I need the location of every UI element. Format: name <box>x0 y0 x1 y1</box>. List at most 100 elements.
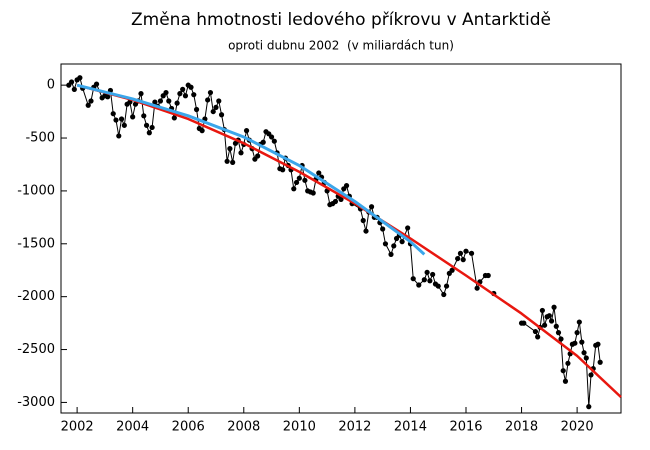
data-point <box>296 175 302 181</box>
data-point <box>230 159 236 165</box>
data-point <box>218 112 225 118</box>
data-point <box>332 198 339 205</box>
data-point <box>255 153 261 159</box>
data-point <box>302 177 308 183</box>
data-point <box>316 170 322 176</box>
x-tick-label: 2014 <box>394 420 427 435</box>
data-point <box>93 81 100 87</box>
y-tick-label: -3000 <box>17 395 55 410</box>
data-point <box>380 226 386 232</box>
data-point <box>174 100 180 106</box>
x-tick-label: 2018 <box>505 420 538 435</box>
series-line <box>76 83 622 399</box>
data-point <box>382 241 389 247</box>
y-tick-label: -2000 <box>17 289 55 304</box>
data-point <box>435 283 441 289</box>
x-tick-label: 2004 <box>116 420 149 435</box>
data-point <box>410 276 416 282</box>
data-point <box>391 243 397 249</box>
data-point <box>163 89 169 96</box>
x-tick-label: 2012 <box>338 420 371 435</box>
data-point <box>152 99 158 105</box>
data-point <box>363 228 369 234</box>
data-point <box>565 360 571 366</box>
data-point <box>421 277 427 283</box>
y-tick-label: -1500 <box>17 236 55 251</box>
data-point <box>105 94 111 100</box>
series-line <box>68 77 489 296</box>
data-point <box>555 330 562 336</box>
data-point <box>427 278 433 284</box>
data-point <box>268 134 275 140</box>
plot-frame <box>60 63 622 414</box>
x-tick-label: 2010 <box>283 420 316 435</box>
data-point <box>205 97 211 103</box>
data-point <box>243 128 250 134</box>
data-point <box>207 89 214 96</box>
data-point <box>182 93 189 99</box>
x-tick-label: 2020 <box>561 420 594 435</box>
data-point <box>579 339 585 345</box>
data-point <box>260 139 266 145</box>
data-point <box>280 167 286 173</box>
y-tick-label: -500 <box>25 131 55 146</box>
data-point <box>143 122 150 128</box>
data-point <box>583 355 589 361</box>
data-point <box>368 204 375 210</box>
data-point <box>463 248 469 254</box>
data-point <box>116 133 122 139</box>
data-point <box>166 98 172 104</box>
data-point <box>430 271 436 278</box>
x-tick-label: 2008 <box>227 420 260 435</box>
data-point <box>586 404 592 410</box>
data-point <box>216 98 222 104</box>
data-point <box>388 251 394 257</box>
data-point <box>146 130 152 136</box>
data-point <box>548 318 555 324</box>
data-point <box>532 328 539 335</box>
data-point <box>338 196 344 202</box>
data-point <box>121 122 127 128</box>
data-point <box>188 84 194 90</box>
data-point <box>542 322 548 328</box>
data-point <box>485 272 491 279</box>
data-point <box>553 323 559 329</box>
data-point <box>85 102 91 108</box>
data-point <box>443 283 450 289</box>
data-point <box>238 150 244 156</box>
data-point <box>460 257 466 263</box>
data-point <box>405 225 411 231</box>
y-tick-label: -2500 <box>17 342 55 357</box>
data-point <box>77 75 83 81</box>
data-point <box>68 79 75 85</box>
data-point <box>551 304 557 310</box>
data-point <box>535 334 541 340</box>
data-point <box>141 113 147 119</box>
data-point <box>224 158 230 164</box>
data-point <box>449 267 455 273</box>
data-point <box>210 108 216 115</box>
data-point <box>199 128 205 134</box>
data-point <box>558 336 564 342</box>
x-tick-label: 2016 <box>449 420 482 435</box>
data-point <box>113 117 119 123</box>
x-tick-label: 2002 <box>61 420 94 435</box>
data-point <box>293 179 300 186</box>
data-point <box>291 186 297 192</box>
data-point <box>562 378 569 384</box>
data-point <box>539 307 545 314</box>
data-point <box>572 340 578 346</box>
data-point <box>457 250 464 256</box>
data-point <box>474 285 480 291</box>
data-point <box>581 350 587 356</box>
data-point <box>149 124 155 131</box>
data-point <box>177 91 183 97</box>
data-point <box>343 183 350 189</box>
data-point <box>424 269 430 275</box>
data-point <box>180 86 186 92</box>
data-point <box>88 98 94 104</box>
data-point <box>521 320 527 326</box>
data-point <box>191 92 197 98</box>
data-point <box>546 313 552 319</box>
chart-title: Změna hmotnosti ledového příkrovu v Anta… <box>131 10 551 30</box>
